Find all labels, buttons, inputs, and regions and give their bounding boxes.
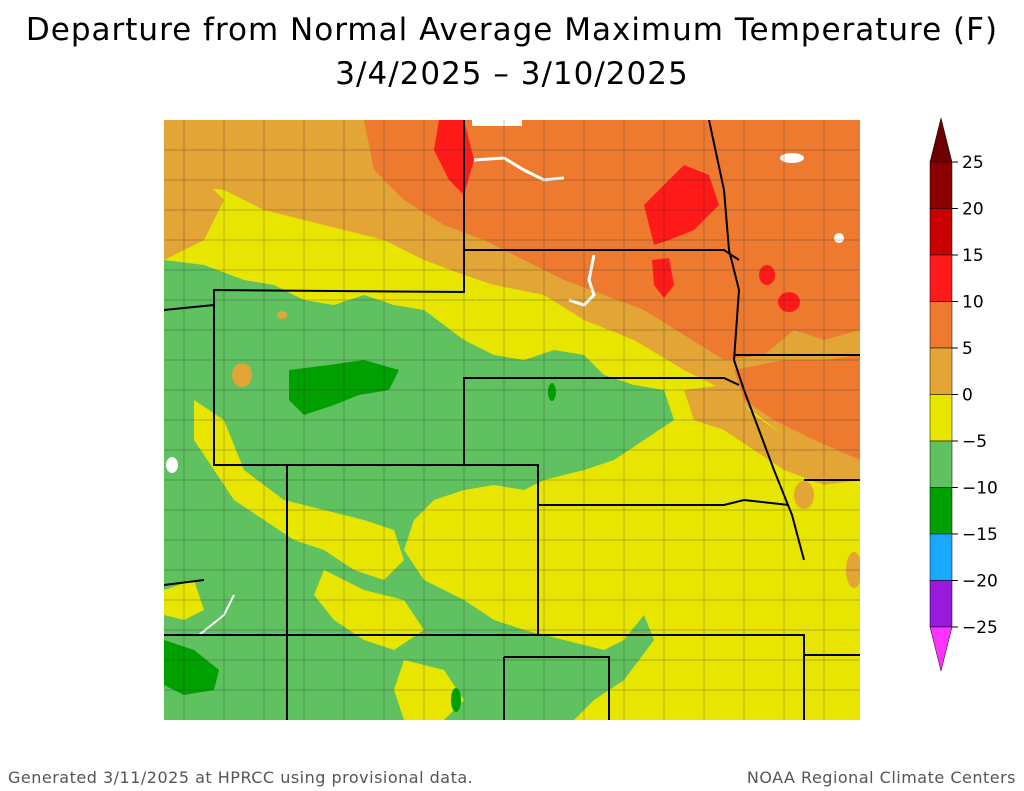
region-darkgreen-3 <box>451 688 461 712</box>
region-yellow-1 <box>194 400 404 580</box>
legend-arrow-bottom <box>929 626 953 672</box>
legend-tick-label-1: 20 <box>962 200 984 220</box>
legend-bin-6 <box>929 440 953 488</box>
map-date-range: 3/4/2025 – 3/10/2025 <box>335 56 689 92</box>
region-orange-east <box>734 355 860 460</box>
lake-2 <box>834 233 844 243</box>
legend-bin-2 <box>929 254 953 302</box>
region-darkgreen-2 <box>164 640 219 695</box>
map-title: Departure from Normal Average Maximum Te… <box>25 12 999 48</box>
lake-3 <box>166 457 178 473</box>
legend-bin-0 <box>929 161 953 209</box>
legend-bin-5 <box>929 394 953 442</box>
temperature-departure-map <box>164 120 860 720</box>
legend-tick-label-4: 5 <box>962 339 973 359</box>
legend-tick-label-10: −25 <box>962 618 998 638</box>
region-amber-spot-2 <box>277 311 287 319</box>
region-red-2 <box>644 165 719 245</box>
legend-tick-label-2: 15 <box>962 246 984 266</box>
legend-bin-4 <box>929 347 953 395</box>
legend-bin-1 <box>929 208 953 256</box>
region-amber-spot-1 <box>232 363 252 387</box>
legend-arrow-top <box>929 117 953 163</box>
legend-tick-label-3: 10 <box>962 293 984 313</box>
legend-tick-label-8: −15 <box>962 525 998 545</box>
legend-tick-label-9: −20 <box>962 572 998 592</box>
region-amber-east <box>684 385 860 485</box>
region-red-5 <box>778 292 800 312</box>
missouri-river-lake <box>473 156 596 307</box>
region-amber-spot-3 <box>794 481 814 509</box>
legend-tick-label-7: −10 <box>962 479 998 499</box>
lake-1 <box>780 153 804 163</box>
region-red-4 <box>759 265 775 285</box>
legend-tick-label-0: 25 <box>962 153 984 173</box>
generated-note: Generated 3/11/2025 at HPRCC using provi… <box>8 768 474 787</box>
county-boundaries <box>164 120 860 720</box>
credit-text: NOAA Regional Climate Centers <box>746 768 1016 787</box>
legend-tick-label-5: 0 <box>962 386 973 406</box>
legend-tick-label-6: −5 <box>962 432 987 452</box>
region-darkgreen-4 <box>548 383 556 401</box>
legend-bin-8 <box>929 533 953 581</box>
color-scale-legend: 25 20 15 10 5 0 −5 −10 −15 −20 −25 <box>929 117 998 672</box>
legend-bin-9 <box>929 580 953 628</box>
legend-bin-3 <box>929 301 953 349</box>
legend-bin-7 <box>929 487 953 535</box>
nodata-top <box>472 120 522 126</box>
region-red-3 <box>652 258 674 298</box>
